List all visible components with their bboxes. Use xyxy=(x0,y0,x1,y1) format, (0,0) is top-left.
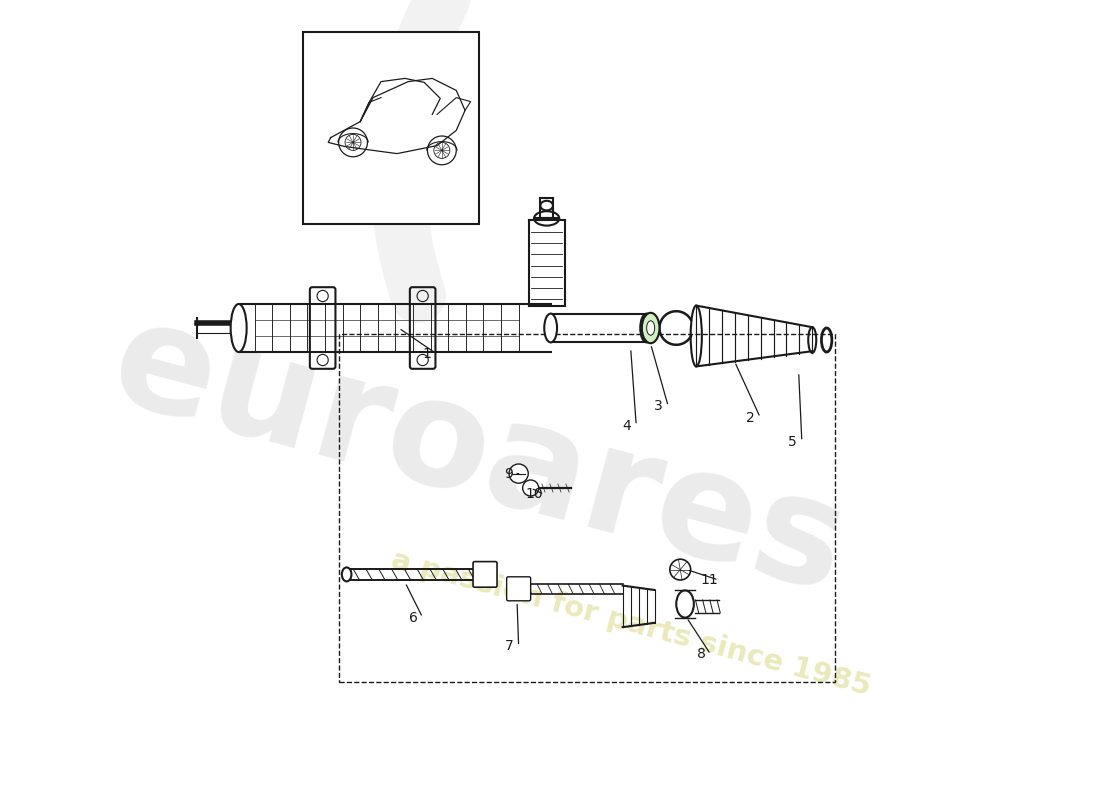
Text: 6: 6 xyxy=(408,610,418,625)
Text: 9: 9 xyxy=(505,466,514,481)
Ellipse shape xyxy=(642,313,660,343)
Text: 2: 2 xyxy=(746,410,755,425)
FancyBboxPatch shape xyxy=(473,562,497,587)
Ellipse shape xyxy=(647,321,654,335)
Circle shape xyxy=(509,464,528,483)
Bar xyxy=(339,334,835,682)
Text: 7: 7 xyxy=(505,639,514,654)
Ellipse shape xyxy=(670,559,691,580)
Text: a passion for parts since 1985: a passion for parts since 1985 xyxy=(387,546,873,702)
Ellipse shape xyxy=(231,304,246,352)
Bar xyxy=(302,32,478,224)
Text: 1: 1 xyxy=(422,346,431,361)
Text: 3: 3 xyxy=(654,399,663,414)
Text: 8: 8 xyxy=(696,647,705,662)
Text: 11: 11 xyxy=(701,573,718,587)
Text: 10: 10 xyxy=(526,487,543,502)
Ellipse shape xyxy=(342,567,352,582)
FancyBboxPatch shape xyxy=(507,577,530,601)
Text: euroares: euroares xyxy=(97,289,860,623)
Text: 4: 4 xyxy=(623,418,631,433)
Circle shape xyxy=(522,480,539,496)
Ellipse shape xyxy=(544,314,557,342)
Text: 5: 5 xyxy=(788,434,796,449)
